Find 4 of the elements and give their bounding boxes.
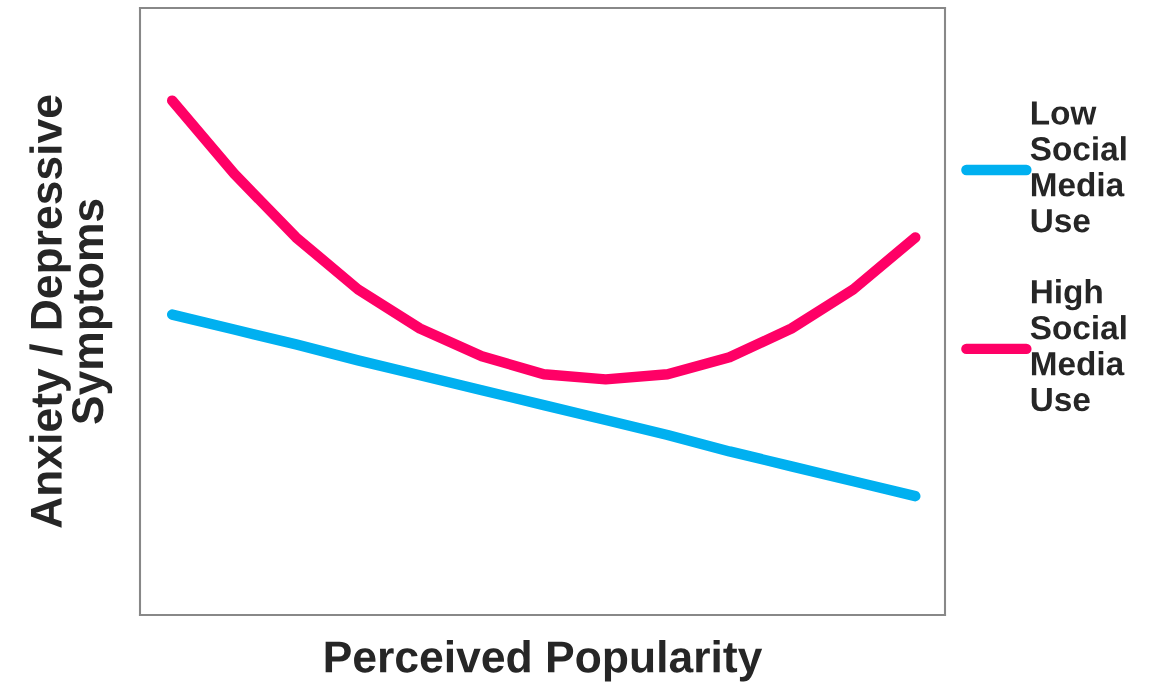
- legend-label: Low Social Media Use: [1030, 101, 1126, 233]
- y-axis-title: Anxiety / Depressive Symptoms: [29, 95, 113, 528]
- legend-label: High Social Media Use: [1030, 279, 1126, 412]
- x-axis-title: Perceived Popularity: [325, 640, 763, 682]
